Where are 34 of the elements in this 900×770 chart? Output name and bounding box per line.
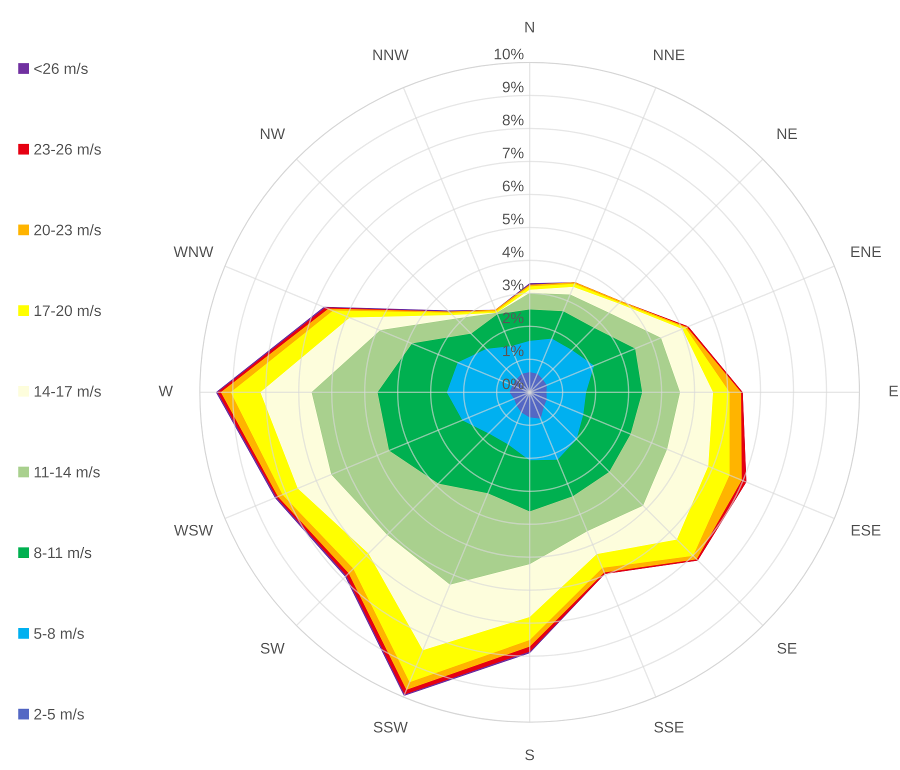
spoke-label: E bbox=[890, 386, 898, 396]
y-tick-label: 7% bbox=[502, 148, 524, 158]
legend-label: 5-8 m/s bbox=[34, 628, 84, 639]
spoke-label: NW bbox=[260, 128, 286, 139]
y-tick-label: 10% bbox=[494, 48, 524, 60]
legend-label: 2-5 m/s bbox=[34, 708, 84, 720]
spoke-label: WSW bbox=[174, 524, 213, 536]
legend-label: 20-23 m/s bbox=[34, 224, 101, 236]
y-tick-label: 3% bbox=[502, 280, 524, 290]
legend-label: 17-20 m/s bbox=[34, 304, 101, 316]
spoke-label: NE bbox=[778, 128, 797, 139]
legend-label: 8-11 m/s bbox=[34, 546, 92, 558]
spoke-label: SSW bbox=[374, 722, 408, 733]
legend-label: 23-26 m/s bbox=[34, 143, 101, 155]
y-tick-label: 4% bbox=[502, 246, 524, 258]
y-tick-label: 6% bbox=[502, 180, 524, 192]
spoke-label: ESE bbox=[852, 524, 880, 536]
y-tick-label: 8% bbox=[502, 114, 524, 126]
spoke-label: SSE bbox=[654, 722, 684, 733]
legend-label: 14-17 m/s bbox=[34, 386, 101, 397]
spoke-label: SW bbox=[260, 642, 285, 654]
legend-label: 11-14 m/s bbox=[34, 466, 100, 478]
y-tick-label: 9% bbox=[502, 82, 524, 92]
spoke-label: N bbox=[525, 22, 534, 32]
spoke-label: NNE bbox=[654, 50, 684, 60]
y-tick-label: 5% bbox=[502, 214, 524, 224]
spoke-label: W bbox=[158, 386, 173, 396]
legend-label: <26 m/s bbox=[34, 62, 88, 74]
spoke-label: WNW bbox=[174, 246, 214, 258]
spoke-label: NNW bbox=[373, 50, 409, 60]
spoke-label: SE bbox=[777, 642, 796, 654]
spoke-label: S bbox=[525, 749, 534, 760]
y-tick-label: 2% bbox=[502, 312, 524, 324]
spoke-label: ENE bbox=[851, 246, 881, 258]
